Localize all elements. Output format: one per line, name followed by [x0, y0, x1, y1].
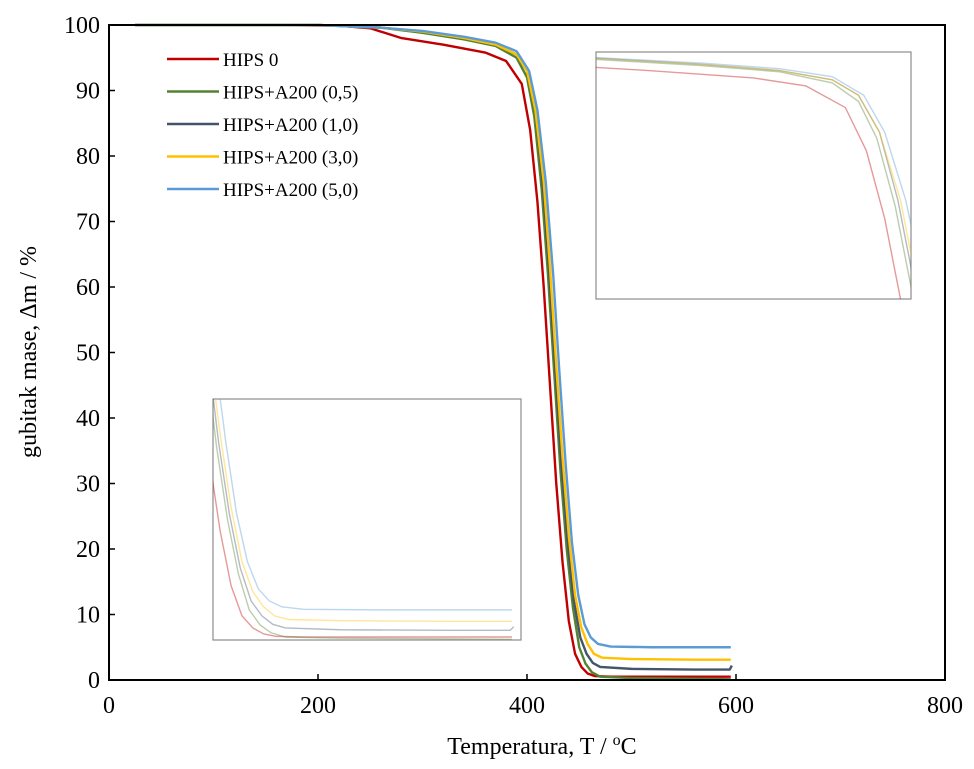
inset-series-line	[596, 57, 911, 258]
inset-series-line	[213, 411, 512, 640]
y-tick-label: 70	[76, 210, 100, 236]
y-tick-label: 20	[76, 537, 100, 563]
inset-frame	[212, 398, 522, 641]
y-tick-label: 40	[76, 406, 100, 432]
y-axis-title: gubitak mase, Δm / %	[16, 246, 42, 458]
x-tick-label: 0	[103, 693, 115, 719]
inset-series-line	[596, 56, 911, 229]
legend-label: HIPS 0	[223, 50, 278, 71]
y-tick-label: 10	[76, 603, 100, 629]
inset-series-line	[214, 399, 512, 623]
series-line-1	[135, 23, 731, 681]
inset-series-line	[219, 399, 512, 611]
inset-series-line	[596, 57, 911, 271]
inset-series-line	[213, 399, 515, 632]
legend-entry-4: HIPS+A200 (5,0)	[167, 180, 358, 201]
legend-entry-0: HIPS 0	[167, 50, 278, 71]
x-tick-label: 400	[509, 693, 545, 719]
inset-series-line	[596, 58, 911, 291]
x-tick-label: 800	[927, 693, 963, 719]
series-line-4	[135, 23, 731, 649]
legend-entry-3: HIPS+A200 (3,0)	[167, 148, 358, 169]
y-tick-label: 100	[64, 13, 100, 39]
x-tick-label: 600	[718, 693, 754, 719]
inset-series-line	[213, 478, 512, 638]
y-tick-label: 30	[76, 472, 100, 498]
legend-label: HIPS+A200 (0,5)	[223, 83, 358, 104]
inset-bottom-left-zoom	[212, 398, 522, 641]
x-axis-title: Temperatura, T / oC	[447, 732, 636, 760]
legend-label: HIPS+A200 (3,0)	[223, 148, 358, 169]
y-tick-label: 0	[88, 668, 100, 694]
inset-frame	[595, 51, 912, 300]
x-tick-label: 200	[300, 693, 336, 719]
legend-label: HIPS+A200 (5,0)	[223, 180, 358, 201]
inset-top-right-zoom	[595, 51, 912, 300]
legend-label: HIPS+A200 (1,0)	[223, 115, 358, 136]
y-tick-label: 60	[76, 275, 100, 301]
y-tick-label: 90	[76, 79, 100, 105]
y-tick-label: 50	[76, 341, 100, 367]
legend-entry-2: HIPS+A200 (1,0)	[167, 115, 358, 136]
y-tick-label: 80	[76, 144, 100, 170]
legend-entry-1: HIPS+A200 (0,5)	[167, 83, 358, 104]
series-line-0	[135, 23, 731, 678]
